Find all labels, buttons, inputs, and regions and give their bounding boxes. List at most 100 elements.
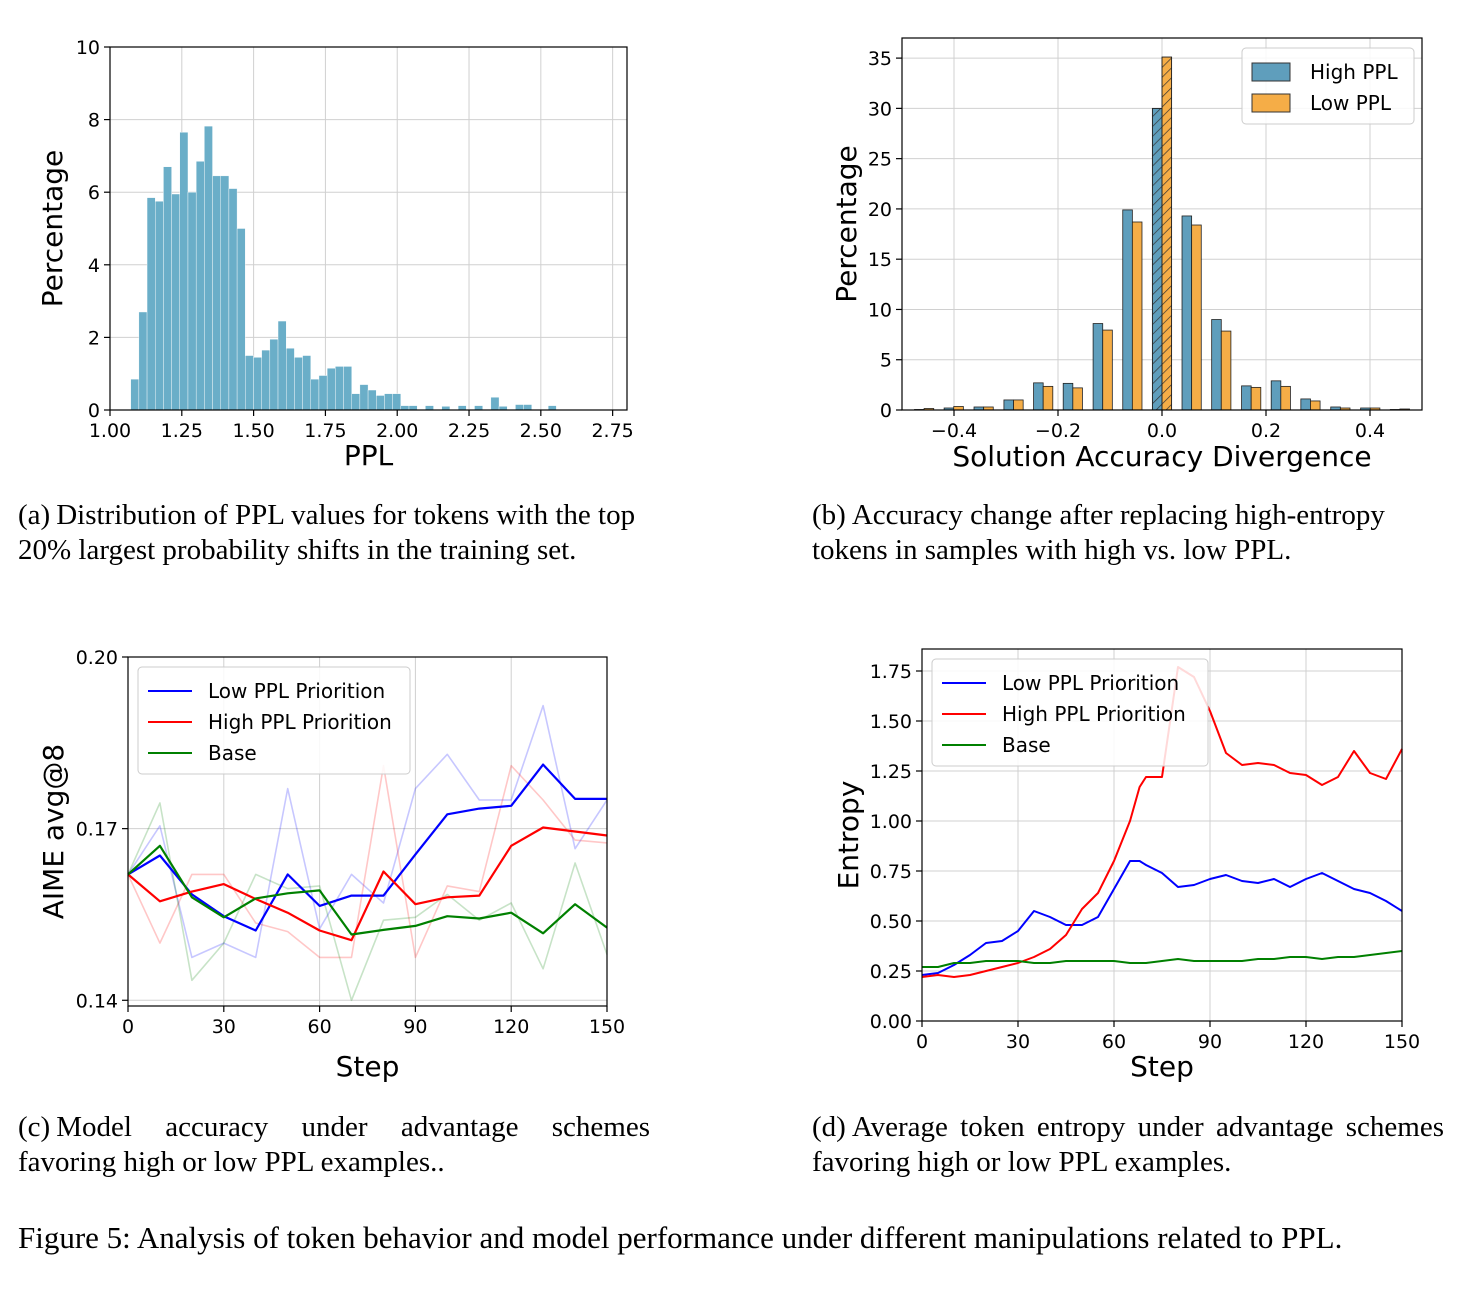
- bar-high-ppl: [1181, 215, 1193, 411]
- plot-frame: [921, 648, 1403, 1022]
- caption-b: (b) Accuracy change after replacing high-…: [812, 498, 1444, 568]
- bar-low-ppl: [1250, 386, 1262, 411]
- bar-low-ppl: [1220, 330, 1232, 411]
- y-axis-label: Entropy: [832, 781, 865, 890]
- bar-high-ppl: [1092, 323, 1104, 411]
- bar-low-ppl: [1102, 329, 1113, 411]
- chart-d-token-entropy: 0 30 60 90 120 150 0.00 0.25 0.50 0.75 1.00 1.25 1.5…: [832, 648, 1420, 1083]
- y-tick-label: 25: [868, 149, 892, 171]
- caption-a-prefix: (a): [18, 499, 51, 531]
- y-tick-label: 20: [868, 199, 892, 221]
- histogram-bar: [236, 228, 246, 411]
- caption-d: (d) Average token entropy under advantage…: [812, 1110, 1444, 1180]
- histogram-bar: [547, 405, 557, 411]
- y-axis-label: Percentage: [36, 150, 69, 308]
- y-tick-label: 10: [76, 37, 100, 59]
- histogram-bar: [335, 366, 344, 411]
- y-axis-label: Percentage: [830, 145, 863, 303]
- histogram-bar: [457, 405, 467, 411]
- y-tick-label: 2: [88, 327, 100, 349]
- x-tick-label: 0.4: [1355, 420, 1385, 442]
- histogram-bar: [146, 197, 156, 411]
- x-tick-label: 30: [1006, 1031, 1030, 1053]
- panel-b: −0.4 −0.2 0.0 0.2 0.4 0 5 10 15 20 25 30 35 Solution …: [734, 0, 1468, 480]
- y-tick-label: 0.20: [76, 647, 118, 669]
- line-high-ppl: [921, 666, 1403, 978]
- x-tick-label: 0.2: [1251, 420, 1281, 442]
- chart-b-accuracy-divergence: −0.4 −0.2 0.0 0.2 0.4 0 5 10 15 20 25 30 35 Solution …: [830, 37, 1423, 473]
- y-tick-label: 0.00: [870, 1011, 912, 1033]
- x-tick-label: 90: [403, 1016, 427, 1038]
- bar-low-ppl: [1280, 385, 1291, 411]
- caption-c: (c) Model accuracy under advantage scheme…: [18, 1110, 650, 1180]
- histogram-bar: [367, 389, 377, 411]
- bar-high-ppl: [1003, 399, 1014, 411]
- x-tick-label: 2.75: [591, 420, 633, 442]
- panel-d: 0 30 60 90 120 150 0.00 0.25 0.50 0.75 1.00 1.25 1.5…: [734, 630, 1468, 1090]
- y-axis-label: AIME avg@8: [37, 744, 70, 919]
- x-tick-label: 0: [122, 1016, 134, 1038]
- legend-entry: Base: [208, 741, 257, 765]
- x-axis-label: Solution Accuracy Divergence: [952, 440, 1371, 473]
- y-tick-label: 0.50: [870, 911, 912, 933]
- histogram-bar: [490, 397, 500, 411]
- x-tick-label: 150: [589, 1016, 625, 1038]
- bar-high-ppl: [1033, 382, 1044, 411]
- legend: Low PPL Priorition High PPL Priorition Bas…: [931, 658, 1209, 767]
- plot-frame: [127, 656, 608, 1007]
- caption-c-prefix: (c): [18, 1111, 51, 1143]
- legend-entry: Low PPL Priorition: [1002, 671, 1179, 695]
- histogram-bar: [228, 188, 238, 411]
- caption-d-text: Average token entropy under advantage sc…: [812, 1111, 1444, 1178]
- x-tick-label: 2.25: [448, 420, 490, 442]
- legend-entry: Base: [1002, 733, 1051, 757]
- histogram-bar: [343, 366, 352, 411]
- line-base: [127, 844, 608, 936]
- y-tick-label: 1.00: [870, 811, 912, 833]
- x-tick-label: 60: [308, 1016, 332, 1038]
- histogram-bar: [269, 339, 279, 411]
- y-tick-label: 35: [868, 48, 892, 70]
- chart-c-aime-accuracy: 0 30 60 90 120 150 0.14 0.17 0.20 Step AIME avg@8 L…: [37, 647, 625, 1083]
- x-axis-label: PPL: [344, 439, 394, 472]
- chart-a-ppl-histogram: 1.00 1.25 1.50 1.75 2.00 2.25 2.50 2.75 0 2 4 6 8 10 P…: [36, 37, 634, 472]
- histogram-bar: [163, 166, 172, 411]
- x-axis-label: Step: [336, 1050, 400, 1083]
- histogram-bar: [384, 393, 393, 411]
- caption-b-text: Accuracy change after replacing high-ent…: [812, 499, 1385, 566]
- bar-high-ppl: [1241, 385, 1252, 411]
- legend-entry: High PPL Priorition: [208, 710, 392, 734]
- histogram-bar: [392, 393, 402, 411]
- histogram-bar: [376, 395, 385, 411]
- x-tick-label: −0.4: [931, 420, 977, 442]
- x-tick-label: 0: [916, 1031, 928, 1053]
- bar-low-ppl: [1013, 399, 1024, 411]
- line-high-ppl-raw: [127, 764, 608, 959]
- figure-caption: Figure 5: Analysis of token behavior and…: [18, 1220, 1343, 1255]
- histogram-bar: [408, 405, 418, 411]
- bar-high-ppl: [1270, 380, 1282, 411]
- x-tick-label: 90: [1198, 1031, 1222, 1053]
- histogram-bar: [277, 320, 287, 411]
- x-tick-label: 1.75: [304, 420, 346, 442]
- y-tick-label: 0.14: [76, 990, 118, 1012]
- panel-c: 0 30 60 90 120 150 0.14 0.17 0.20 Step AIME avg@8 L…: [0, 630, 734, 1090]
- y-tick-label: 0.17: [76, 819, 118, 841]
- bar-high-ppl: [1122, 209, 1133, 411]
- histogram-bar: [286, 348, 295, 411]
- legend-entry: High PPL Priorition: [1002, 702, 1186, 726]
- histogram-bar: [351, 393, 361, 411]
- legend: High PPL Low PPL: [1241, 47, 1415, 125]
- caption-b-prefix: (b): [812, 499, 846, 531]
- histogram-bar: [310, 378, 320, 411]
- histogram-bar: [261, 349, 271, 411]
- x-tick-label: 2.50: [520, 420, 562, 442]
- y-tick-label: 0: [880, 400, 892, 422]
- histogram-bar: [294, 357, 303, 411]
- y-tick-label: 0.25: [870, 961, 912, 983]
- histogram-bar: [179, 132, 189, 411]
- y-tick-label: 5: [880, 350, 892, 372]
- x-tick-label: 150: [1384, 1031, 1420, 1053]
- histogram-bar: [515, 404, 524, 411]
- caption-a-text: Distribution of PPL values for tokens wi…: [18, 499, 636, 566]
